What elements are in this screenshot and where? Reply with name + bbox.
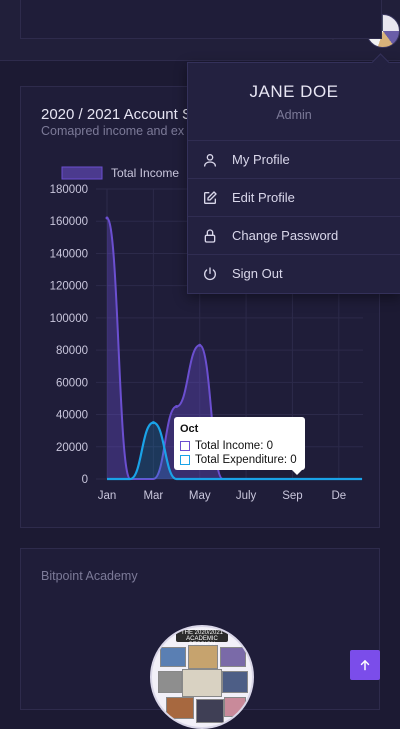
y-tick-label: 100000 bbox=[50, 313, 88, 325]
tooltip-swatch-income bbox=[180, 441, 190, 451]
menu-item-label: Edit Profile bbox=[232, 190, 295, 205]
tooltip-title: Oct bbox=[180, 423, 199, 435]
badge-photo bbox=[196, 699, 224, 723]
data-point bbox=[175, 405, 179, 408]
account-chart: Total Income 180000 160000 140000 120000 100… bbox=[50, 166, 363, 502]
scroll-to-top-button[interactable] bbox=[350, 650, 380, 680]
y-tick-label: 180000 bbox=[50, 184, 88, 196]
x-tick-label: May bbox=[189, 490, 211, 502]
menu-item-change-password[interactable]: Change Password bbox=[188, 216, 400, 254]
profile-name: JANE DOE bbox=[249, 82, 339, 101]
y-tick-label: 40000 bbox=[56, 410, 88, 422]
profile-dropdown: JANE DOE Admin My Profile Edit Profile C… bbox=[187, 53, 400, 294]
tooltip-caret bbox=[291, 469, 303, 475]
y-tick-label: 80000 bbox=[56, 345, 88, 357]
top-card-edge bbox=[20, 0, 382, 39]
tooltip-expenditure-text: Total Expenditure: 0 bbox=[195, 454, 297, 466]
menu-item-label: Change Password bbox=[232, 228, 339, 243]
tooltip-row-income: Total Income: 0 bbox=[180, 440, 273, 452]
menu-item-my-profile[interactable]: My Profile bbox=[188, 140, 400, 178]
academy-card: Bitpoint Academy THE 2020/2021 ACADEMIC … bbox=[20, 548, 380, 729]
arrow-up-icon bbox=[360, 659, 370, 671]
badge-photo bbox=[222, 671, 248, 693]
lock-icon bbox=[202, 228, 218, 244]
tooltip-swatch-expenditure bbox=[180, 455, 190, 465]
user-icon bbox=[202, 152, 218, 168]
menu-item-label: My Profile bbox=[232, 152, 290, 167]
y-tick-label: 20000 bbox=[56, 442, 88, 454]
x-tick-label: July bbox=[236, 490, 257, 502]
series-area-expenditure bbox=[107, 422, 362, 479]
data-point bbox=[105, 216, 109, 220]
y-tick-label: 60000 bbox=[56, 377, 88, 389]
data-point bbox=[151, 421, 155, 425]
chart-title: 2020 / 2021 Account S bbox=[41, 106, 192, 123]
badge-photo bbox=[224, 697, 246, 717]
x-tick-label: Jan bbox=[98, 490, 117, 502]
badge-photo bbox=[220, 647, 246, 667]
badge-photo bbox=[166, 697, 194, 719]
y-tick-label: 120000 bbox=[50, 281, 88, 293]
academy-badge-image: THE 2020/2021 ACADEMIC SESSION bbox=[150, 625, 254, 729]
y-tick-label: 160000 bbox=[50, 216, 88, 228]
badge-photo bbox=[158, 671, 182, 693]
profile-role: Admin bbox=[276, 108, 312, 122]
badge-text: THE 2020/2021 ACADEMIC SESSION bbox=[176, 630, 228, 648]
badge-photo bbox=[188, 645, 218, 669]
badge-photo bbox=[160, 647, 186, 667]
x-axis-ticks: Jan Mar May July Sep De bbox=[98, 490, 346, 502]
tooltip-row-expenditure: Total Expenditure: 0 bbox=[180, 454, 297, 466]
x-tick-label: Sep bbox=[282, 490, 302, 502]
chart-subtitle: Comapred income and ex bbox=[41, 124, 185, 138]
y-tick-label: 140000 bbox=[50, 248, 88, 260]
y-axis-ticks: 180000 160000 140000 120000 100000 80000 60000… bbox=[50, 184, 88, 486]
data-point bbox=[198, 343, 202, 347]
menu-item-sign-out[interactable]: Sign Out bbox=[188, 254, 400, 292]
academy-title: Bitpoint Academy bbox=[41, 569, 138, 583]
tooltip-income-text: Total Income: 0 bbox=[195, 440, 273, 452]
series-line-expenditure bbox=[107, 421, 362, 481]
menu-item-label: Sign Out bbox=[232, 266, 283, 281]
legend-swatch-income[interactable] bbox=[61, 166, 103, 180]
edit-icon bbox=[202, 190, 218, 206]
y-tick-label: 0 bbox=[82, 474, 88, 486]
x-tick-label: De bbox=[331, 490, 346, 502]
legend-label-income[interactable]: Total Income bbox=[111, 166, 179, 180]
power-icon bbox=[202, 266, 218, 282]
x-tick-label: Mar bbox=[143, 490, 163, 502]
chart-tooltip: Oct Total Income: 0 Total Expenditure: 0 bbox=[174, 417, 305, 475]
menu-item-edit-profile[interactable]: Edit Profile bbox=[188, 178, 400, 216]
badge-photo bbox=[182, 669, 222, 697]
